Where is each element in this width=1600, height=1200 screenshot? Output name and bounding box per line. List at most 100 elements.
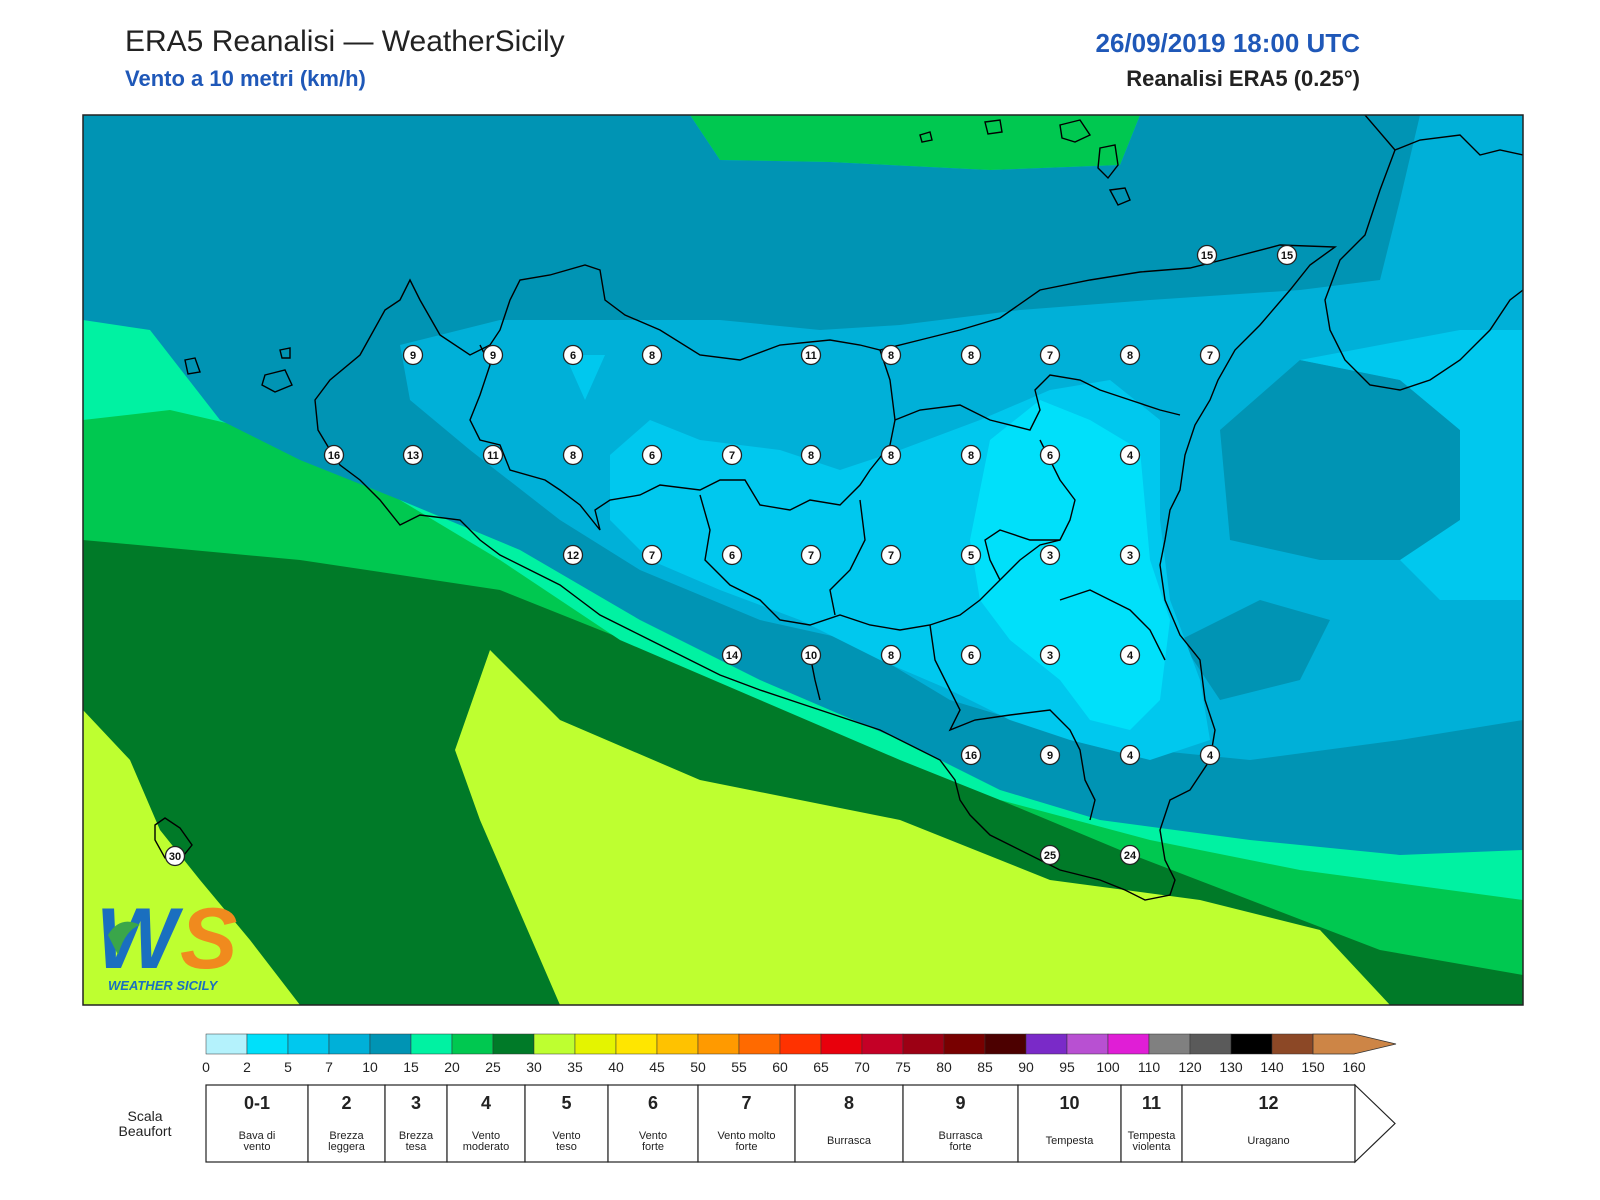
colorbar-tick-label: 150: [1301, 1059, 1325, 1075]
station-marker: 8: [800, 444, 822, 466]
station-value: 25: [1044, 850, 1056, 862]
station-circle: [1199, 744, 1221, 766]
colorbar-segment: [656, 1033, 699, 1055]
station-values: 15 15 9 9 6 8 11 8 8 7 8 7 16 13 11 8 6 7 8 8 8 6 4 12 7 6 7 7 5 3 3 14…: [164, 244, 1298, 867]
colorbar-segment: [738, 1033, 781, 1055]
station-circle: [1119, 344, 1141, 366]
map-title: ERA5 Reanalisi — WeatherSicily: [125, 25, 565, 58]
station-value: 8: [888, 450, 894, 462]
colorbar-tick-label: 45: [649, 1059, 665, 1075]
colorbar-segment: [984, 1033, 1027, 1055]
colorbar-segment: [287, 1033, 330, 1055]
station-marker: 6: [721, 544, 743, 566]
station-marker: 30: [164, 845, 186, 867]
colorbar-segment: [820, 1033, 863, 1055]
beaufort-description: Vento moderato: [463, 1130, 509, 1153]
station-value: 8: [968, 350, 974, 362]
station-marker: 4: [1119, 644, 1141, 666]
station-circle: [562, 544, 584, 566]
station-value: 11: [805, 350, 817, 362]
beaufort-class: 6 Vento forte: [607, 1084, 699, 1163]
colorbar-tick-label: 50: [690, 1059, 706, 1075]
beaufort-description: Uragano: [1247, 1135, 1289, 1147]
station-value: 8: [968, 450, 974, 462]
station-circle: [880, 444, 902, 466]
colorbar-segment: [1148, 1033, 1191, 1055]
colorbar-tick-label: 85: [977, 1059, 993, 1075]
station-value: 4: [1127, 650, 1134, 662]
beaufort-box: [446, 1084, 526, 1163]
station-circle: [402, 344, 424, 366]
colorbar-tick-label: 2: [243, 1059, 251, 1075]
colorbar-tick-label: 80: [936, 1059, 952, 1075]
station-value: 4: [1207, 750, 1214, 762]
colorbar-segment: [1312, 1033, 1397, 1055]
station-circle: [323, 444, 345, 466]
beaufort-class: 2 Brezza leggera: [307, 1084, 386, 1163]
station-circle: [960, 644, 982, 666]
colorbar: [205, 1033, 1397, 1055]
station-value: 24: [1124, 850, 1137, 862]
station-value: 6: [570, 350, 576, 362]
station-circle: [1196, 244, 1218, 266]
colorbar-segment: [1025, 1033, 1068, 1055]
beaufort-label-line1: Scala: [127, 1108, 162, 1124]
beaufort-class: 5 Vento teso: [524, 1084, 609, 1163]
station-circle: [1119, 844, 1141, 866]
station-value: 11: [487, 450, 499, 462]
station-value: 8: [888, 650, 894, 662]
beaufort-box: [794, 1084, 904, 1163]
station-value: 7: [729, 450, 735, 462]
colorbar-segment: [861, 1033, 904, 1055]
weathersicily-logo: W S WEATHER SICILY: [96, 891, 237, 993]
station-circle: [880, 344, 902, 366]
colorbar-tick-label: 60: [772, 1059, 788, 1075]
station-value: 7: [888, 550, 894, 562]
station-value: 15: [1281, 250, 1293, 262]
map-frame: [82, 114, 1524, 1006]
station-marker: 4: [1199, 744, 1221, 766]
station-marker: 6: [960, 644, 982, 666]
beaufort-label-line2: Beaufort: [119, 1123, 172, 1139]
station-marker: 13: [402, 444, 424, 466]
colorbar-segment: [697, 1033, 740, 1055]
station-marker: 11: [482, 444, 504, 466]
beaufort-box: [607, 1084, 699, 1163]
beaufort-description: Brezza tesa: [399, 1130, 434, 1153]
beaufort-scale: 0-1 Bava di vento 2 Brezza leggera 3 Brezza tesa…: [205, 1083, 1396, 1164]
beaufort-number: 5: [561, 1093, 571, 1113]
station-circle: [880, 644, 902, 666]
station-circle: [1199, 344, 1221, 366]
beaufort-box: [524, 1084, 609, 1163]
logo-leaf-icon: [108, 921, 140, 955]
station-marker: 15: [1276, 244, 1298, 266]
beaufort-description: Brezza leggera: [328, 1130, 366, 1153]
station-value: 12: [567, 550, 579, 562]
station-circle: [562, 444, 584, 466]
beaufort-box: [1120, 1084, 1183, 1163]
beaufort-class: 8 Burrasca: [794, 1084, 904, 1163]
colorbar-tick-label: 120: [1178, 1059, 1202, 1075]
station-circle: [1039, 644, 1061, 666]
colorbar-tick-label: 70: [854, 1059, 870, 1075]
colorbar-segment: [369, 1033, 412, 1055]
station-value: 16: [965, 750, 977, 762]
beaufort-description: Tempesta: [1046, 1135, 1095, 1147]
station-circle: [562, 344, 584, 366]
station-value: 3: [1047, 550, 1053, 562]
beaufort-number: 6: [648, 1093, 658, 1113]
station-circle: [1039, 544, 1061, 566]
colorbar-segment: [328, 1033, 371, 1055]
colorbar-segment: [1230, 1033, 1273, 1055]
beaufort-number: 9: [955, 1093, 965, 1113]
station-marker: 24: [1119, 844, 1141, 866]
colorbar-tick-label: 5: [284, 1059, 292, 1075]
station-marker: 6: [1039, 444, 1061, 466]
beaufort-number: 12: [1258, 1093, 1278, 1113]
colorbar-segment: [410, 1033, 453, 1055]
colorbar-ticks: 0 2 5 7 10 15 20 25 30 35 40 45 50 55 60 65 70 75 80 85 90 95…: [202, 1059, 1366, 1075]
colorbar-tick-label: 90: [1018, 1059, 1034, 1075]
beaufort-description: Bava di vento: [239, 1130, 276, 1153]
station-marker: 4: [1119, 744, 1141, 766]
